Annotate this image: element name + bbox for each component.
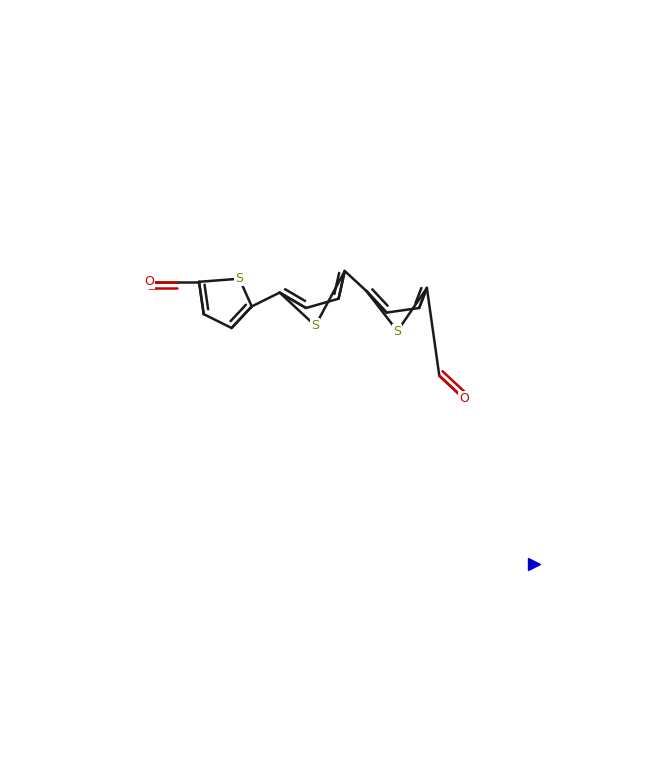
Text: S: S xyxy=(235,273,243,285)
Text: O: O xyxy=(144,276,155,288)
Text: O: O xyxy=(459,392,469,405)
Text: S: S xyxy=(311,319,319,332)
Text: S: S xyxy=(393,325,402,338)
